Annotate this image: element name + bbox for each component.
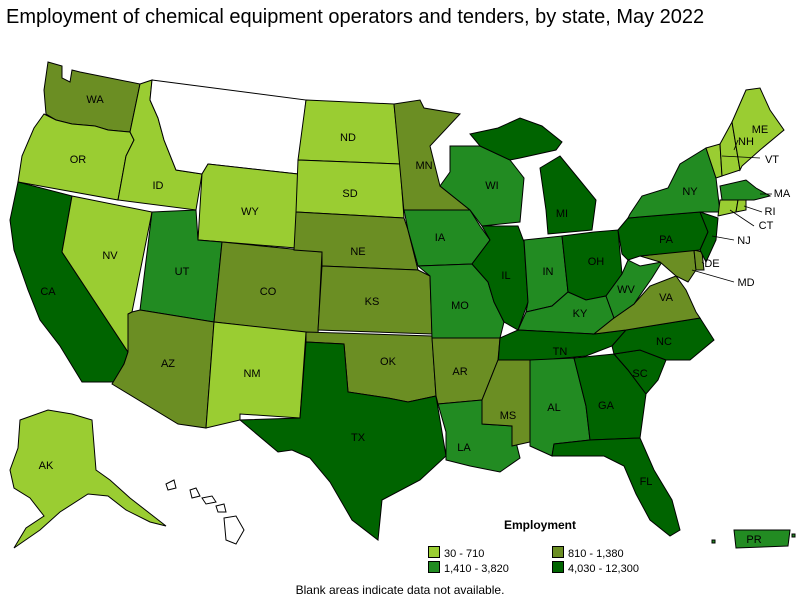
state-de[interactable] bbox=[693, 249, 705, 271]
state-label-me: ME bbox=[752, 124, 769, 136]
state-nj[interactable] bbox=[699, 211, 719, 264]
state-label-ar: AR bbox=[452, 366, 467, 378]
legend-label: 30 - 710 bbox=[444, 548, 485, 560]
state-ny[interactable] bbox=[627, 147, 721, 219]
state-hi[interactable] bbox=[165, 479, 245, 545]
state-label-wa: WA bbox=[86, 94, 104, 106]
state-ak[interactable] bbox=[9, 409, 167, 549]
legend-title: Employment bbox=[504, 518, 577, 532]
state-label-mi: MI bbox=[556, 208, 568, 220]
state-label-md: MD bbox=[737, 277, 754, 289]
state-label-ne: NE bbox=[350, 246, 365, 258]
callout-line-ct bbox=[729, 209, 755, 227]
state-label-ia: IA bbox=[435, 232, 446, 244]
state-ri[interactable] bbox=[735, 199, 747, 213]
legend-item-tier-2: 810 - 1,380 bbox=[552, 546, 624, 560]
state-label-nh: NH bbox=[738, 136, 754, 148]
state-tx[interactable] bbox=[238, 341, 447, 541]
state-label-la: LA bbox=[457, 442, 471, 454]
state-label-nd: ND bbox=[340, 132, 356, 144]
state-label-ak: AK bbox=[39, 460, 54, 472]
state-label-ct: CT bbox=[759, 220, 774, 232]
state-mi[interactable] bbox=[469, 117, 597, 235]
state-label-ca: CA bbox=[40, 286, 56, 298]
state-label-pr: PR bbox=[746, 534, 761, 546]
callout-line-nj bbox=[711, 235, 735, 241]
state-label-nj: NJ bbox=[737, 235, 750, 247]
state-label-id: ID bbox=[153, 180, 164, 192]
state-fl[interactable] bbox=[551, 437, 681, 537]
state-label-ms: MS bbox=[500, 410, 517, 422]
state-label-wi: WI bbox=[485, 180, 498, 192]
legend-item-tier-3: 1,410 - 3,820 bbox=[428, 561, 509, 575]
state-label-az: AZ bbox=[161, 358, 175, 370]
legend-item-tier-4: 4,030 - 12,300 bbox=[552, 561, 639, 575]
state-label-ma: MA bbox=[774, 188, 791, 200]
state-label-il: IL bbox=[501, 270, 510, 282]
state-label-pa: PA bbox=[659, 234, 674, 246]
legend-swatch bbox=[552, 546, 564, 558]
state-label-ut: UT bbox=[175, 266, 190, 278]
state-label-oh: OH bbox=[588, 256, 605, 268]
state-mt[interactable] bbox=[149, 79, 307, 175]
state-label-mo: MO bbox=[451, 300, 469, 312]
state-label-co: CO bbox=[260, 286, 277, 298]
state-label-wv: WV bbox=[617, 284, 635, 296]
callout-line-de bbox=[701, 261, 705, 265]
state-label-ny: NY bbox=[682, 186, 698, 198]
state-label-mn: MN bbox=[415, 160, 432, 172]
callout-line-ri bbox=[743, 205, 763, 213]
state-label-nm: NM bbox=[243, 368, 260, 380]
state-il[interactable] bbox=[471, 225, 529, 331]
legend-label: 1,410 - 3,820 bbox=[444, 563, 509, 575]
state-label-fl: FL bbox=[640, 476, 653, 488]
state-label-tx: TX bbox=[351, 432, 366, 444]
state-label-ri: RI bbox=[765, 206, 776, 218]
state-label-al: AL bbox=[547, 402, 560, 414]
map-title: Employment of chemical equipment operato… bbox=[6, 6, 705, 28]
state-label-va: VA bbox=[659, 292, 674, 304]
state-ma[interactable] bbox=[719, 179, 772, 201]
footnote: Blank areas indicate data not available. bbox=[295, 583, 505, 597]
callout-line-nh bbox=[733, 139, 739, 151]
state-label-ky: KY bbox=[573, 308, 588, 320]
state-label-wy: WY bbox=[241, 206, 259, 218]
state-label-ok: OK bbox=[380, 356, 397, 368]
legend-swatch bbox=[428, 561, 440, 573]
state-me[interactable] bbox=[731, 87, 785, 172]
legend-item-tier-1: 30 - 710 bbox=[428, 546, 484, 560]
state-pr[interactable] bbox=[733, 529, 791, 549]
legend-label: 810 - 1,380 bbox=[568, 548, 624, 560]
legend-label: 4,030 - 12,300 bbox=[568, 563, 639, 575]
us-map: WA OR CA ID NV WY UT AZ CO NM ND SD NE KS OK TX MN IA MO AR… bbox=[9, 61, 796, 549]
callout-line-vt bbox=[721, 155, 761, 159]
state-label-sd: SD bbox=[342, 188, 357, 200]
state-label-nv: NV bbox=[102, 250, 118, 262]
state-label-nc: NC bbox=[656, 336, 672, 348]
state-label-in: IN bbox=[543, 266, 554, 278]
legend: Employment 30 - 710 810 - 1,380 1,410 - … bbox=[428, 518, 678, 578]
legend-swatch bbox=[552, 561, 564, 573]
state-label-vt: VT bbox=[765, 154, 779, 166]
legend-swatch bbox=[428, 546, 440, 558]
state-label-or: OR bbox=[70, 154, 87, 166]
pr-islands bbox=[711, 533, 796, 544]
state-label-ks: KS bbox=[365, 296, 380, 308]
state-label-ga: GA bbox=[598, 400, 615, 412]
state-label-tn: TN bbox=[553, 346, 568, 358]
callout-line-md bbox=[691, 269, 735, 283]
state-label-sc: SC bbox=[632, 368, 647, 380]
state-label-de: DE bbox=[704, 258, 719, 270]
